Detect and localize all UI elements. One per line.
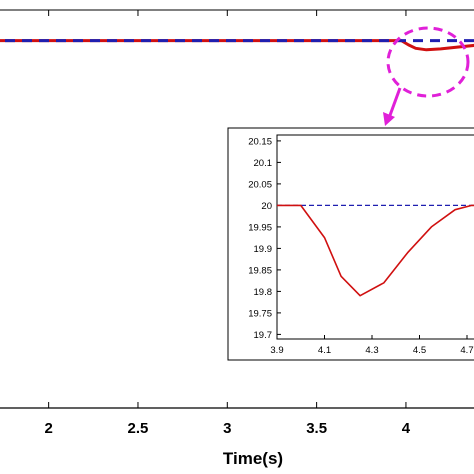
inset-series-solid [277,204,474,297]
x-axis-label: Time(s) [223,449,283,468]
inset-y-tick-label: 20.15 [248,136,272,147]
inset-series [277,204,474,297]
main-x-tick-label: 2.5 [128,420,149,437]
main-x-tick-label: 3.5 [306,420,327,437]
inset-x-tick-label: 4.1 [318,345,331,356]
zoom-arrow-shaft [387,87,402,119]
inset-y-tick-label: 19.95 [248,222,272,233]
main-x-tick-label: 3 [223,420,231,437]
inset-y-tick-label: 19.9 [254,244,273,255]
inset-y-tick-label: 19.7 [254,330,273,341]
inset-axes: 20.15 20.1 20.05 20 19.95 19.9 19.85 19.8 19.75 1… [227,127,474,361]
inset-plot-box [276,134,474,340]
inset-x-tick-label: 4.5 [413,345,426,356]
inset-y-tick-label: 20.05 [248,179,272,190]
inset-x-tick-label: 3.9 [270,345,283,356]
inset-y-tick-label: 19.75 [248,308,272,319]
inset-x-tick-label: 4.7 [460,345,473,356]
inset-x-tick-label: 4.3 [365,345,378,356]
zoom-arrow-head [383,112,395,126]
zoom-ellipse [386,26,470,98]
inset-y-tick-label: 20.1 [254,158,273,169]
main-x-tick-label: 4 [402,420,411,437]
inset-ticks: 20.15 20.1 20.05 20 19.95 19.9 19.85 19.8 19.75 1… [248,134,474,356]
zoom-annotation [383,26,470,126]
inset-y-tick-label: 20 [261,201,272,212]
inset-frame [227,127,474,361]
main-x-tick-label: 2 [44,420,52,437]
inset-y-tick-label: 19.85 [248,265,272,276]
inset-y-tick-label: 19.8 [254,287,273,298]
main-series [0,39,474,52]
main-x-ticks: 1.522.533.544.5 [44,10,411,437]
